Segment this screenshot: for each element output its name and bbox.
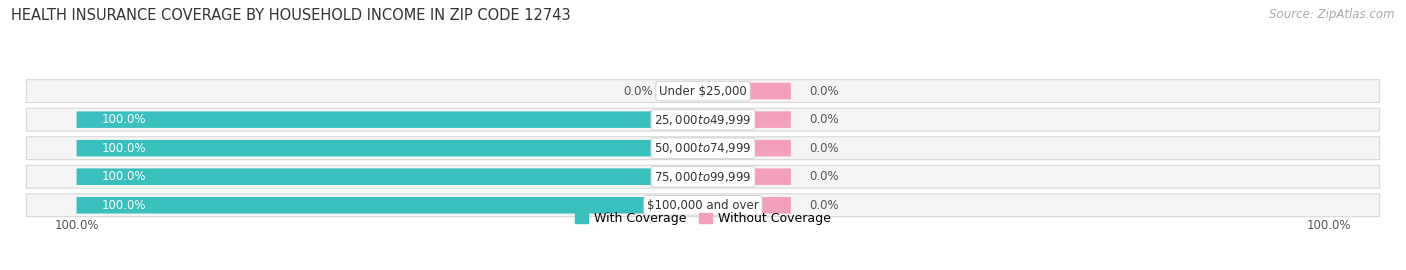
FancyBboxPatch shape <box>703 168 790 185</box>
FancyBboxPatch shape <box>76 168 703 185</box>
Text: 100.0%: 100.0% <box>55 219 98 232</box>
Text: 100.0%: 100.0% <box>101 113 146 126</box>
Text: 100.0%: 100.0% <box>101 199 146 212</box>
Text: 0.0%: 0.0% <box>810 170 839 183</box>
FancyBboxPatch shape <box>27 194 1379 217</box>
FancyBboxPatch shape <box>703 111 790 128</box>
Text: 100.0%: 100.0% <box>101 170 146 183</box>
Text: 100.0%: 100.0% <box>1308 219 1351 232</box>
FancyBboxPatch shape <box>27 108 1379 131</box>
FancyBboxPatch shape <box>76 111 703 128</box>
Text: $100,000 and over: $100,000 and over <box>647 199 759 212</box>
Text: 0.0%: 0.0% <box>810 199 839 212</box>
FancyBboxPatch shape <box>76 140 703 156</box>
Text: $25,000 to $49,999: $25,000 to $49,999 <box>654 113 752 127</box>
Text: 0.0%: 0.0% <box>810 85 839 97</box>
Text: Source: ZipAtlas.com: Source: ZipAtlas.com <box>1270 8 1395 21</box>
FancyBboxPatch shape <box>665 83 703 99</box>
FancyBboxPatch shape <box>27 80 1379 103</box>
FancyBboxPatch shape <box>703 140 790 156</box>
Text: 100.0%: 100.0% <box>101 142 146 155</box>
Text: Under $25,000: Under $25,000 <box>659 85 747 97</box>
FancyBboxPatch shape <box>27 165 1379 188</box>
FancyBboxPatch shape <box>703 83 790 99</box>
Legend: With Coverage, Without Coverage: With Coverage, Without Coverage <box>571 207 835 230</box>
Text: $50,000 to $74,999: $50,000 to $74,999 <box>654 141 752 155</box>
Text: 0.0%: 0.0% <box>623 85 652 97</box>
FancyBboxPatch shape <box>76 197 703 214</box>
Text: HEALTH INSURANCE COVERAGE BY HOUSEHOLD INCOME IN ZIP CODE 12743: HEALTH INSURANCE COVERAGE BY HOUSEHOLD I… <box>11 8 571 23</box>
Text: $75,000 to $99,999: $75,000 to $99,999 <box>654 170 752 184</box>
Text: 0.0%: 0.0% <box>810 142 839 155</box>
Text: 0.0%: 0.0% <box>810 113 839 126</box>
FancyBboxPatch shape <box>27 137 1379 160</box>
FancyBboxPatch shape <box>703 197 790 214</box>
